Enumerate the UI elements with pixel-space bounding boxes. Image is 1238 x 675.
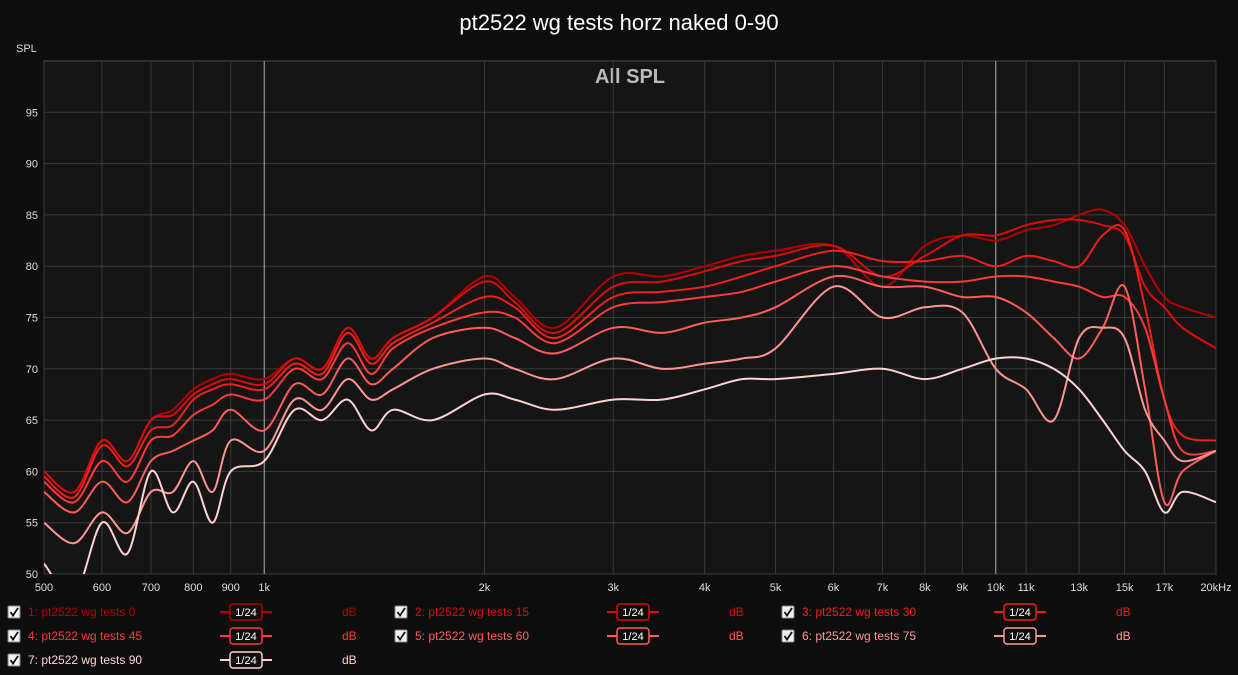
- x-tick-label: 11k: [1018, 582, 1035, 594]
- unit-label: dB: [729, 605, 744, 619]
- legend-label: 6: pt2522 wg tests 75: [802, 629, 916, 643]
- unit-label: dB: [729, 629, 744, 643]
- smoothing-box: [616, 627, 650, 645]
- legend: 1: pt2522 wg tests 0 1/24 dB 2: pt2522 wg t…: [7, 603, 1131, 669]
- smoothing-box: [229, 603, 263, 621]
- x-tick-label: 6k: [828, 582, 840, 594]
- legend-entry[interactable]: 6: pt2522 wg tests 75 1/24 dB: [781, 627, 1131, 645]
- smoothing-label: 1/24: [235, 631, 256, 643]
- legend-entry[interactable]: 1: pt2522 wg tests 0 1/24 dB: [7, 603, 357, 621]
- legend-label: 2: pt2522 wg tests 15: [415, 605, 529, 619]
- x-tick-label: 500: [35, 582, 53, 594]
- labels: 50 55 60 65 70 75 80 85 90 95 500 600 700 800 900 1k 2k 3…: [26, 107, 1232, 594]
- checkbox[interactable]: [781, 605, 795, 619]
- y-tick-label: 70: [26, 364, 38, 376]
- smoothing-box: [229, 651, 263, 669]
- series-line: [44, 224, 1216, 499]
- y-tick-label: 50: [26, 569, 38, 581]
- legend-label: 1: pt2522 wg tests 0: [28, 605, 136, 619]
- chart-title: pt2522 wg tests horz naked 0-90: [459, 10, 778, 35]
- x-tick-label: 2k: [479, 582, 491, 594]
- y-axis-label: SPL: [16, 43, 37, 55]
- x-tick-label: 13k: [1070, 582, 1088, 594]
- smoothing-label: 1/24: [622, 631, 643, 643]
- checkmark: [783, 631, 793, 642]
- smoothing-label: 1/24: [235, 655, 256, 667]
- unit-label: dB: [342, 653, 357, 667]
- checkbox[interactable]: [781, 629, 795, 643]
- checkmark: [9, 655, 19, 666]
- legend-entry[interactable]: 2: pt2522 wg tests 15 1/24 dB: [394, 603, 744, 621]
- checkmark: [9, 631, 19, 642]
- smoothing-label: 1/24: [235, 607, 256, 619]
- unit-label: dB: [342, 605, 357, 619]
- x-tick-label: 1k: [258, 582, 270, 594]
- smoothing-label: 1/24: [622, 607, 643, 619]
- lines: [44, 208, 1216, 574]
- unit-label: dB: [1116, 605, 1131, 619]
- series-line: [44, 265, 1216, 504]
- checkbox[interactable]: [394, 605, 408, 619]
- checkmark: [396, 607, 406, 618]
- y-tick-label: 80: [26, 261, 38, 273]
- x-tick-label: 600: [93, 582, 111, 594]
- checkbox[interactable]: [7, 629, 21, 643]
- legend-entry[interactable]: 7: pt2522 wg tests 90 1/24 dB: [7, 651, 357, 669]
- series-line: [44, 218, 1216, 494]
- smoothing-box: [1003, 603, 1037, 621]
- legend-entry[interactable]: 4: pt2522 wg tests 45 1/24 dB: [7, 627, 357, 645]
- y-tick-label: 65: [26, 415, 38, 427]
- x-tick-label: 5k: [770, 582, 782, 594]
- y-tick-label: 75: [26, 313, 38, 325]
- y-tick-label: 85: [26, 210, 38, 222]
- y-tick-label: 55: [26, 518, 38, 530]
- y-tick-label: 90: [26, 159, 38, 171]
- x-tick-label: 800: [184, 582, 202, 594]
- x-tick-label: 7k: [877, 582, 889, 594]
- unit-label: dB: [342, 629, 357, 643]
- series-line: [44, 356, 1216, 574]
- checkbox[interactable]: [7, 605, 21, 619]
- x-tick-label: 17k: [1155, 582, 1173, 594]
- checkbox[interactable]: [394, 629, 408, 643]
- x-tick-label: 8k: [919, 582, 931, 594]
- legend-label: 3: pt2522 wg tests 30: [802, 605, 916, 619]
- series-line: [44, 208, 1216, 494]
- smoothing-box: [1003, 627, 1037, 645]
- x-tick-label: 15k: [1116, 582, 1134, 594]
- y-tick-label: 95: [26, 107, 38, 119]
- checkmark: [9, 607, 19, 618]
- x-tick-label: 10k: [987, 582, 1005, 594]
- legend-entry[interactable]: 3: pt2522 wg tests 30 1/24 dB: [781, 603, 1131, 621]
- unit-label: dB: [1116, 629, 1131, 643]
- smoothing-label: 1/24: [1009, 631, 1030, 643]
- legend-label: 4: pt2522 wg tests 45: [28, 629, 142, 643]
- x-tick-label: 700: [142, 582, 160, 594]
- legend-label: 7: pt2522 wg tests 90: [28, 653, 142, 667]
- x-tick-label: 20kHz: [1200, 582, 1231, 594]
- x-tick-label: 3k: [607, 582, 619, 594]
- x-tick-label: 4k: [699, 582, 711, 594]
- legend-entry[interactable]: 5: pt2522 wg tests 60 1/24 dB: [394, 627, 744, 645]
- checkmark: [783, 607, 793, 618]
- series-line: [44, 285, 1216, 545]
- smoothing-box: [616, 603, 650, 621]
- smoothing-label: 1/24: [1009, 607, 1030, 619]
- series-line: [44, 274, 1216, 514]
- smoothing-box: [229, 627, 263, 645]
- annotation: All SPL: [595, 66, 665, 88]
- x-tick-label: 9k: [956, 582, 968, 594]
- legend-label: 5: pt2522 wg tests 60: [415, 629, 529, 643]
- checkmark: [396, 631, 406, 642]
- checkbox[interactable]: [7, 653, 21, 667]
- x-tick-label: 900: [222, 582, 240, 594]
- y-tick-label: 60: [26, 466, 38, 478]
